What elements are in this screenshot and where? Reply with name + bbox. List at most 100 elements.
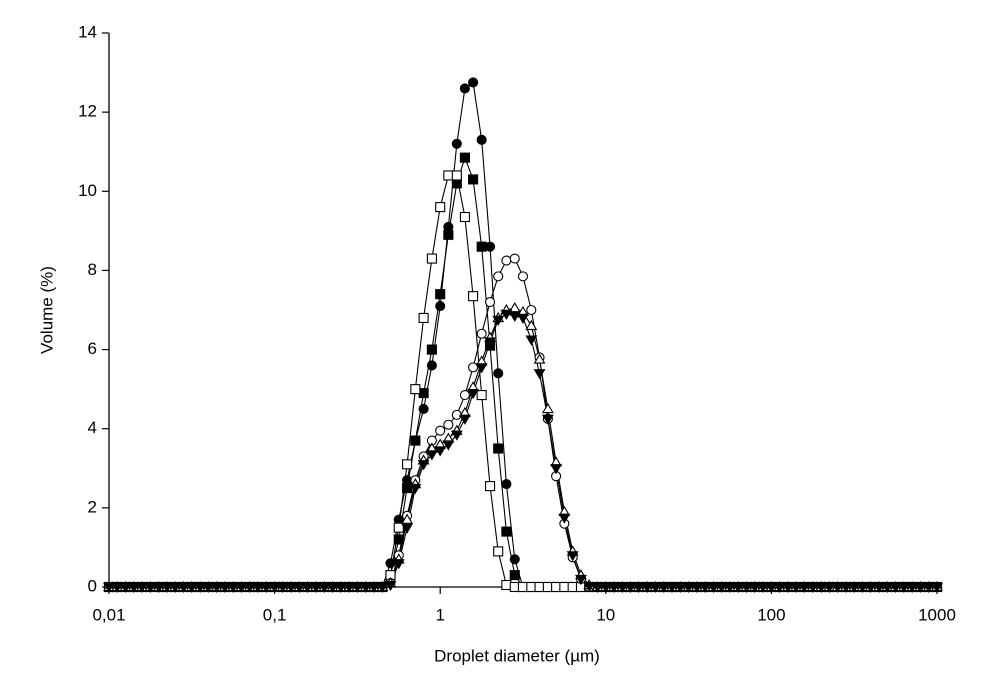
data-point — [169, 582, 182, 594]
data-point — [435, 202, 446, 213]
data-point — [127, 582, 140, 594]
data-point — [533, 353, 546, 364]
data-point — [889, 582, 902, 594]
data-point — [119, 582, 132, 594]
data-point — [632, 582, 645, 594]
series-line — [109, 313, 937, 588]
data-point — [318, 582, 331, 594]
data-point — [451, 138, 462, 149]
data-point — [402, 459, 413, 470]
data-point — [185, 582, 198, 594]
data-point — [525, 319, 538, 330]
data-point — [641, 582, 654, 594]
data-point — [715, 582, 728, 594]
x-tick-label: 0,01 — [92, 605, 125, 624]
series-line — [109, 307, 937, 588]
data-point — [551, 581, 562, 593]
data-point — [508, 311, 521, 322]
data-point — [484, 337, 496, 348]
data-point — [501, 479, 512, 490]
data-point — [459, 211, 470, 223]
data-point — [161, 582, 173, 594]
data-point — [575, 574, 587, 586]
data-point — [624, 582, 637, 594]
data-point — [376, 582, 389, 594]
x-tick-label: 10 — [596, 605, 615, 624]
data-point — [392, 559, 405, 570]
data-point — [881, 582, 894, 594]
data-point — [657, 582, 670, 594]
data-point — [485, 241, 496, 252]
data-point — [864, 582, 877, 594]
data-point — [476, 390, 487, 401]
data-point — [468, 291, 479, 302]
data-point — [608, 582, 620, 594]
data-point — [435, 300, 446, 312]
data-point — [534, 581, 545, 593]
data-point — [410, 384, 421, 395]
data-point — [475, 363, 488, 374]
data-point — [276, 582, 289, 594]
data-point — [914, 582, 927, 594]
data-point — [451, 170, 462, 181]
data-point — [152, 582, 165, 594]
data-point — [931, 582, 943, 594]
data-point — [526, 304, 537, 316]
data-point — [517, 271, 528, 282]
data-point — [393, 522, 404, 533]
data-point — [501, 579, 512, 591]
data-point — [707, 582, 720, 594]
data-point — [409, 483, 422, 495]
data-point — [856, 582, 869, 594]
x-tick-label: 1000 — [918, 605, 956, 624]
data-point — [674, 582, 687, 594]
data-point — [500, 309, 513, 321]
y-tick-label: 10 — [78, 181, 97, 200]
data-point — [782, 582, 794, 594]
data-point — [567, 581, 578, 593]
data-point — [517, 313, 529, 324]
data-point — [459, 414, 471, 425]
data-point — [435, 425, 446, 436]
data-point — [533, 369, 546, 380]
data-point — [691, 582, 703, 594]
data-point — [268, 582, 281, 594]
data-point — [218, 582, 231, 594]
data-point — [450, 430, 463, 441]
data-point — [748, 582, 761, 594]
data-point — [135, 582, 148, 594]
data-point — [425, 450, 438, 461]
data-point — [873, 582, 885, 594]
data-point — [476, 241, 487, 252]
data-point — [583, 582, 596, 593]
data-point — [501, 526, 512, 537]
data-point — [468, 174, 479, 185]
data-point — [798, 582, 811, 594]
data-point — [459, 83, 470, 94]
data-point — [468, 77, 479, 88]
data-point — [806, 582, 819, 594]
y-tick-label: 0 — [88, 576, 97, 595]
data-point — [227, 582, 240, 594]
data-point — [649, 582, 662, 594]
data-point — [418, 388, 429, 399]
data-point — [426, 344, 437, 355]
data-point — [493, 546, 504, 557]
data-point — [525, 335, 538, 346]
data-point — [757, 582, 770, 594]
data-point — [790, 582, 803, 594]
data-point — [144, 582, 157, 594]
data-point — [922, 582, 935, 594]
series-line — [109, 81, 937, 588]
data-point — [732, 582, 745, 594]
data-point — [359, 582, 372, 594]
data-point — [740, 582, 753, 594]
data-point — [541, 402, 554, 414]
data-point — [252, 582, 264, 594]
y-tick-label: 4 — [88, 418, 97, 437]
x-tick-label: 100 — [757, 605, 785, 624]
data-point — [591, 582, 604, 594]
y-axis-label: Volume (%) — [37, 266, 56, 354]
data-point — [459, 152, 470, 163]
data-point — [848, 582, 861, 594]
